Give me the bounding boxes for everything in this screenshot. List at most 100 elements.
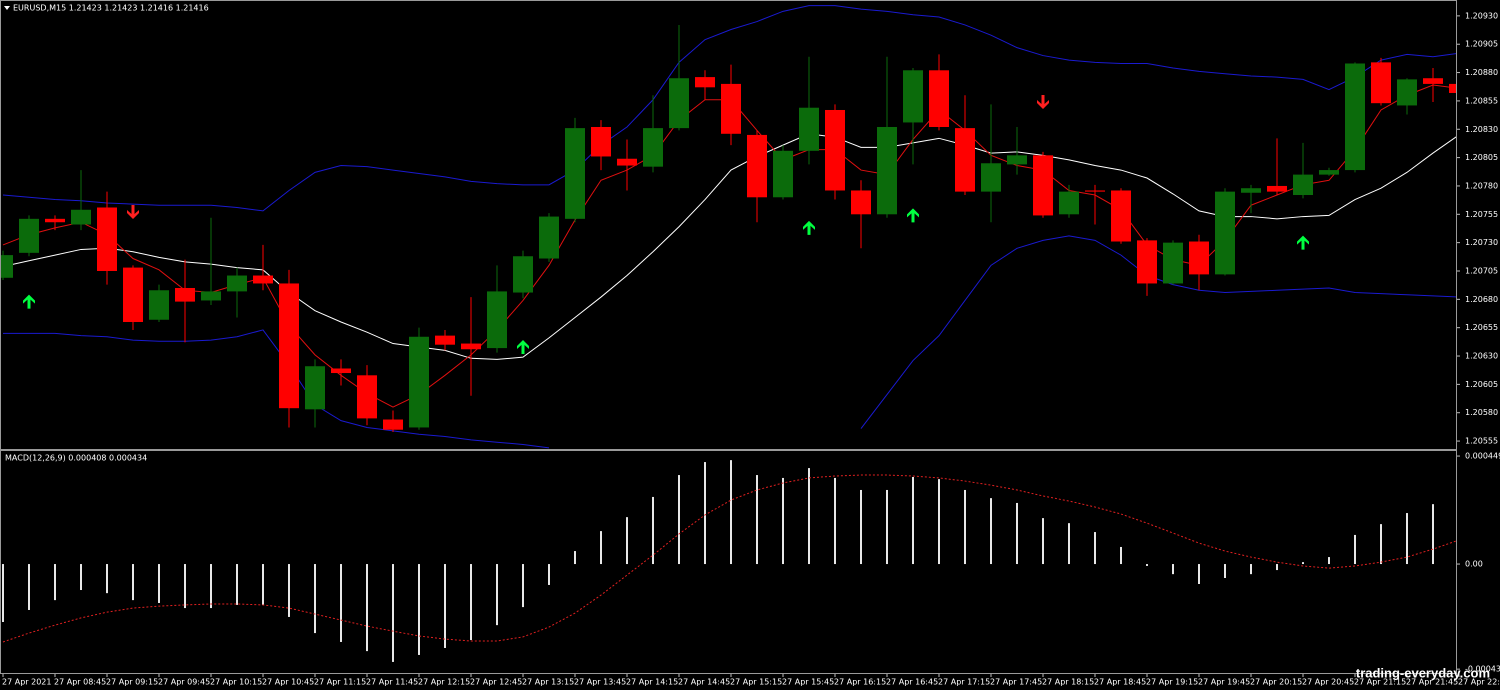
- candle-body: [227, 275, 247, 292]
- indicator-line: [860, 235, 1456, 429]
- candle-body: [487, 291, 507, 349]
- candle-body: [201, 291, 221, 301]
- x-tick-label: 27 Apr 17:45: [990, 678, 1042, 687]
- signal-line: [2, 474, 1456, 643]
- candle-body: [1085, 190, 1105, 192]
- candle-body: [617, 158, 637, 166]
- candle-body: [1345, 63, 1365, 171]
- x-tick-label: 27 Apr 20:45: [1302, 678, 1354, 687]
- candle-body: [721, 83, 741, 134]
- candle-body: [539, 216, 559, 259]
- x-tick-label: 27 Apr 12:45: [470, 678, 522, 687]
- candle-body: [1007, 155, 1027, 165]
- candle-body: [1215, 191, 1235, 275]
- x-tick-label: 27 Apr 16:15: [834, 678, 886, 687]
- y-tick-label: 1.20905: [1465, 40, 1498, 49]
- x-tick-label: 27 Apr 10:45: [262, 678, 314, 687]
- indicator-line: [2, 5, 1456, 212]
- candle-body: [929, 70, 949, 127]
- y-tick-label: 1.20655: [1465, 323, 1498, 332]
- x-tick-label: 27 Apr 15:15: [730, 678, 782, 687]
- buy-arrow: [803, 220, 815, 235]
- candle-body: [409, 336, 429, 428]
- x-tick-label: 27 Apr 11:15: [314, 678, 366, 687]
- x-tick-label: 27 Apr 14:45: [678, 678, 730, 687]
- x-tick-label: 27 Apr 17:15: [938, 678, 990, 687]
- x-tick-label: 27 Apr 16:45: [886, 678, 938, 687]
- y-tick-label: 0.000449: [1465, 452, 1500, 461]
- y-tick-label: 1.20680: [1465, 295, 1498, 304]
- x-tick-label: 27 Apr 22:15: [1458, 678, 1500, 687]
- buy-arrow: [907, 208, 919, 223]
- candle-body: [123, 267, 143, 323]
- candle-body: [565, 128, 585, 219]
- candle-body: [669, 78, 689, 129]
- candle-body: [1, 255, 13, 278]
- candle-body: [773, 150, 793, 198]
- x-tick-label: 27 Apr 09:15: [106, 678, 158, 687]
- candle-body: [1371, 62, 1391, 104]
- watermark: trading-everyday.com: [1356, 665, 1490, 680]
- candle-body: [1189, 241, 1209, 275]
- y-tick-label: 1.20630: [1465, 352, 1498, 361]
- candle-body: [1449, 83, 1456, 93]
- y-tick-label: -0.000437: [1465, 665, 1500, 674]
- candle-body: [45, 218, 65, 223]
- y-tick-label: 1.20780: [1465, 181, 1498, 190]
- candle-body: [851, 190, 871, 215]
- x-tick-label: 27 Apr 15:45: [782, 678, 834, 687]
- buy-arrow: [517, 339, 529, 354]
- axes: 1.20930 1.20905 1.20880 1.20855 1.20830 1.208…: [2, 11, 1500, 686]
- candle-body: [97, 207, 117, 271]
- candle-body: [825, 109, 845, 191]
- x-tick-label: 27 Apr 19:45: [1198, 678, 1250, 687]
- candle-body: [305, 366, 325, 410]
- x-tick-label: 27 Apr 08:45: [54, 678, 106, 687]
- sell-arrow: [1037, 95, 1049, 110]
- x-tick-label: 27 Apr 09:45: [158, 678, 210, 687]
- y-tick-label: 0.00: [1465, 560, 1483, 569]
- candle-body: [799, 107, 819, 151]
- x-tick-label: 27 Apr 21:15: [1354, 678, 1406, 687]
- candle-body: [71, 209, 91, 225]
- candle-body: [1137, 240, 1157, 284]
- candle-body: [877, 126, 897, 215]
- x-tick-label: 27 Apr 13:15: [522, 678, 574, 687]
- x-tick-label: 27 Apr 10:15: [210, 678, 262, 687]
- symbol-menu-icon[interactable]: [4, 6, 10, 10]
- candle-body: [149, 290, 169, 320]
- candle-body: [175, 287, 195, 302]
- x-tick-label: 27 Apr 12:15: [418, 678, 470, 687]
- candle-body: [747, 134, 767, 198]
- x-tick-label: 27 Apr 2021: [2, 678, 51, 687]
- y-tick-label: 1.20830: [1465, 125, 1498, 134]
- candle-body: [253, 275, 273, 284]
- x-tick-label: 27 Apr 20:15: [1250, 678, 1302, 687]
- y-tick-label: 1.20555: [1465, 437, 1498, 446]
- x-tick-label: 27 Apr 13:45: [574, 678, 626, 687]
- price-pane: [1, 5, 1456, 449]
- candle-body: [1241, 188, 1261, 193]
- candle-body: [461, 343, 481, 350]
- candle-body: [1267, 185, 1287, 192]
- candle-body: [1059, 191, 1079, 215]
- candle-body: [903, 70, 923, 123]
- candle-body: [643, 128, 663, 167]
- x-tick-label: 27 Apr 11:45: [366, 678, 418, 687]
- candle-body: [279, 283, 299, 409]
- y-tick-label: 1.20705: [1465, 266, 1498, 275]
- candle-body: [383, 419, 403, 430]
- x-tick-label: 27 Apr 14:15: [626, 678, 678, 687]
- price-title: EURUSD,M15 1.21423 1.21423 1.21416 1.214…: [13, 4, 209, 13]
- candle-body: [1163, 242, 1183, 284]
- x-tick-label: 27 Apr 18:45: [1094, 678, 1146, 687]
- macd-pane: [2, 460, 1456, 662]
- candle-body: [591, 126, 611, 157]
- candle-body: [955, 128, 975, 192]
- x-tick-label: 27 Apr 18:15: [1042, 678, 1094, 687]
- y-tick-label: 1.20880: [1465, 68, 1498, 77]
- candle-body: [357, 375, 377, 419]
